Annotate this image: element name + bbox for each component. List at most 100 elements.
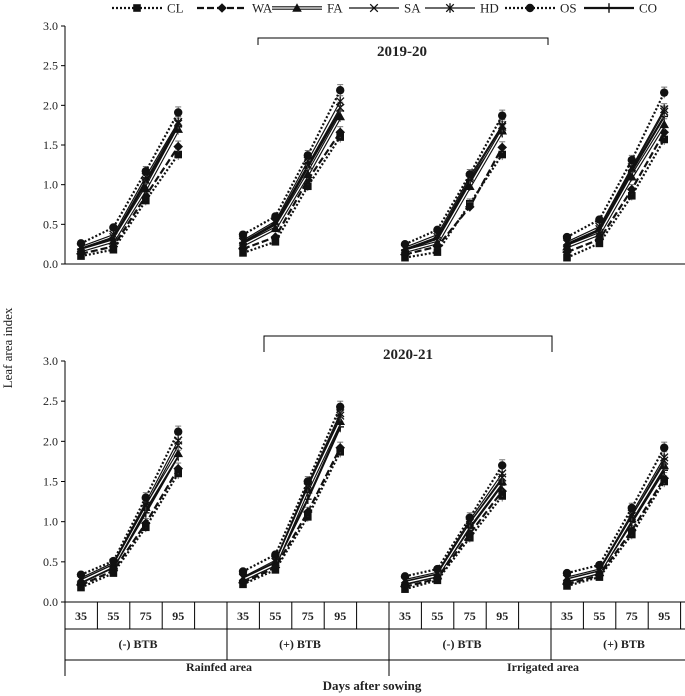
- bracket-2020-21: 2020-21: [263, 335, 553, 363]
- point-os-g2-d1: [238, 567, 248, 576]
- day-label: 95: [496, 609, 508, 623]
- btb-label: (+) BTB: [603, 637, 645, 651]
- series-hd-group-4: [562, 103, 669, 247]
- legend-marker-hd: [445, 3, 455, 13]
- point-os-g4-d3: [627, 503, 636, 513]
- legend-entry-fa: FA: [272, 1, 343, 16]
- series-hd-group-1: [76, 116, 183, 252]
- y-axis-label: Leaf area index: [0, 307, 15, 388]
- point-os-g1-d1: [76, 239, 86, 248]
- legend-label-co: CO: [639, 1, 657, 16]
- y-tick-label: 2.0: [43, 434, 58, 448]
- area-label: Irrigated area: [507, 660, 579, 674]
- point-cl-g4-d3: [628, 191, 636, 200]
- point-os-g2-d1: [238, 230, 248, 239]
- point-hd-g1-d4: [173, 117, 183, 127]
- series-os-group-3: [400, 109, 507, 249]
- point-wa-g1-d3: [141, 190, 151, 201]
- series-co-group-2: [239, 104, 344, 248]
- point-cl-g3-d2: [433, 248, 442, 256]
- point-wa-g3-d3: [465, 202, 475, 212]
- point-os-g1-d1: [76, 570, 86, 579]
- point-wa-g2-d2: [270, 232, 281, 242]
- point-fa-g4-d4: [659, 119, 669, 129]
- day-label: 75: [140, 609, 152, 623]
- series-os-group-4: [562, 86, 669, 242]
- point-fa-g2-d3: [303, 169, 313, 179]
- series-fa-group-2: [238, 110, 345, 249]
- day-label: 95: [334, 609, 346, 623]
- y-tick-label: 1.5: [43, 475, 58, 489]
- point-os-g4-d4: [660, 443, 669, 452]
- area-label: Rainfed area: [186, 660, 252, 674]
- day-label: 35: [237, 609, 249, 623]
- day-label: 55: [593, 609, 605, 623]
- day-label: 55: [107, 609, 119, 623]
- point-fa-g3-d3: [465, 181, 475, 191]
- point-os-g2-d4: [336, 86, 345, 95]
- point-wa-g1-d3: [141, 518, 151, 529]
- legend-marker-os: [525, 3, 535, 13]
- y-tick-label: 3.0: [43, 19, 58, 33]
- point-wa-g2-d4: [335, 442, 345, 453]
- point-hd-g4-d4: [659, 104, 669, 115]
- day-label: 35: [399, 609, 411, 623]
- point-wa-g3-d3: [465, 528, 475, 539]
- point-os-g3-d1: [400, 572, 410, 581]
- point-wa-g4-d3: [627, 184, 637, 195]
- point-hd-g2-d4: [335, 96, 345, 107]
- point-os-g1-d2: [109, 556, 118, 566]
- series-sa-group-2: [238, 409, 345, 583]
- point-os-g3-d2: [433, 564, 442, 574]
- series-wa-group-1: [76, 462, 183, 590]
- point-os-g2-d3: [303, 477, 312, 486]
- point-os-g2-d4: [336, 402, 345, 411]
- y-tick-label: 1.0: [43, 515, 58, 529]
- legend: CL WA FA SA HD OS CO: [112, 1, 657, 16]
- point-os-g4-d2: [595, 560, 604, 570]
- series-os-group-1: [76, 425, 183, 579]
- point-os-g3-d1: [400, 239, 410, 249]
- series-sa-group-1: [76, 439, 183, 584]
- y-tick-label: 0.0: [43, 595, 58, 609]
- point-cl-g4-d4: [660, 135, 668, 144]
- point-os-g3-d4: [498, 461, 507, 470]
- point-fa-g3-d2: [432, 237, 443, 247]
- series-hd-group-4: [562, 451, 669, 582]
- point-wa-g2-d3: [303, 507, 313, 517]
- series-sa-group-3: [400, 120, 507, 254]
- day-label: 55: [269, 609, 281, 623]
- series-sa-group-1: [76, 117, 183, 253]
- series-sa-group-4: [562, 454, 669, 583]
- series-fa-group-1: [76, 447, 183, 585]
- legend-entry-sa: SA: [349, 1, 421, 16]
- legend-entry-os: OS: [505, 1, 577, 16]
- point-fa-g1-d4: [173, 448, 183, 458]
- point-os-g3-d3: [465, 513, 474, 522]
- series-os-group-4: [562, 441, 669, 578]
- point-cl-g3-d4: [498, 150, 506, 159]
- panel-title-2019-20: 2019-20: [377, 44, 427, 60]
- series-sa-group-4: [562, 105, 669, 248]
- legend-entry-cl: CL: [112, 1, 184, 16]
- point-fa-g2-d2: [270, 223, 281, 233]
- point-os-g3-d4: [498, 111, 507, 120]
- point-os-g3-d2: [433, 225, 442, 235]
- y-tick-label: 0.5: [43, 217, 58, 231]
- point-fa-g4-d3: [627, 171, 637, 181]
- btb-label: (-) BTB: [443, 637, 482, 651]
- day-label: 35: [75, 609, 87, 623]
- category-axis: 35 55 75 95 35 55 75 95 35 55 75 95 35 55 75 95 (-) BTB (…: [64, 601, 685, 676]
- series-cl-group-4: [563, 475, 668, 590]
- day-label: 95: [172, 609, 184, 623]
- y-tick-label: 3.0: [43, 354, 58, 368]
- legend-label-fa: FA: [327, 1, 343, 16]
- y-tick-label: 0.0: [43, 257, 58, 271]
- day-label: 95: [658, 609, 670, 623]
- y-tick-label: 1.5: [43, 138, 58, 152]
- point-os-g2-d3: [303, 151, 312, 160]
- bracket-2019-20: 2019-20: [257, 37, 549, 60]
- point-os-g3-d3: [465, 170, 474, 179]
- legend-label-sa: SA: [404, 1, 421, 16]
